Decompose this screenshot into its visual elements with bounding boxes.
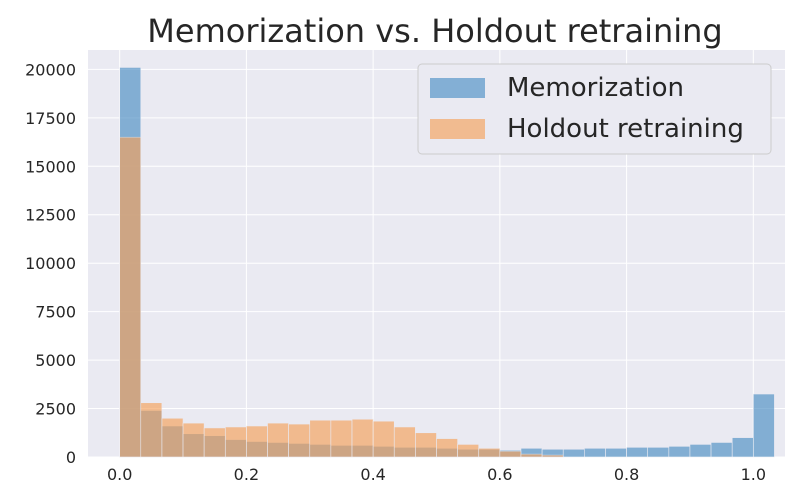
x-tick-label: 1.0 [741,465,766,484]
x-tick-label: 0.4 [360,465,385,484]
y-tick-label: 15000 [25,157,76,176]
legend-swatch-holdout-retraining [430,119,485,139]
holdout-retraining-bar [351,418,374,458]
memorization-bar [689,444,712,458]
memorization-bar [710,442,733,458]
holdout-retraining-bar [436,438,458,458]
y-tick-label: 17500 [25,109,76,128]
holdout-retraining-bar [393,426,416,458]
holdout-retraining-bar [520,453,543,458]
holdout-retraining-bar [330,419,353,458]
holdout-retraining-bar [499,450,522,458]
y-tick-label: 20000 [25,60,76,79]
memorization-bar [647,447,670,458]
holdout-retraining-bar [119,136,142,458]
x-tick-label: 0.2 [234,465,259,484]
holdout-retraining-bar [267,422,289,458]
holdout-retraining-bars [119,136,564,458]
legend-box [417,63,772,155]
legend: Memorization Holdout retraining [417,63,772,155]
memorization-bar [562,448,585,458]
y-tick-label: 0 [66,448,76,467]
legend-label-holdout-retraining: Holdout retraining [507,114,744,144]
holdout-retraining-bar [309,419,332,458]
holdout-retraining-bar [541,454,564,458]
holdout-retraining-bar [415,432,437,458]
x-tick-label: 0.6 [487,465,512,484]
holdout-retraining-bar [457,444,480,458]
holdout-retraining-bar [478,447,501,458]
memorization-bar [668,446,691,458]
x-tick-label: 0.8 [614,465,639,484]
memorization-bar [584,447,606,458]
legend-swatch-memorization [430,78,485,98]
y-tick-label: 12500 [25,206,76,225]
holdout-retraining-bar [288,423,311,458]
memorization-bar [626,447,648,458]
holdout-retraining-bar [372,420,395,458]
x-axis-ticks: 0.0 0.2 0.4 0.6 0.8 1.0 [107,465,766,484]
holdout-retraining-bar [182,422,205,458]
chart-title: Memorization vs. Holdout retraining [147,12,722,50]
memorization-bar [605,447,627,458]
y-tick-label: 2500 [35,400,76,419]
holdout-retraining-bar [140,402,163,458]
holdout-retraining-bar [203,427,226,458]
memorization-bar [731,437,754,458]
legend-label-memorization: Memorization [507,73,684,103]
holdout-retraining-bar [246,425,268,458]
x-tick-label: 0.0 [107,465,132,484]
holdout-retraining-bar [161,417,184,458]
y-tick-label: 10000 [25,254,76,273]
memorization-bar [753,393,775,458]
y-axis-ticks: 0 2500 5000 7500 10000 12500 15000 17500 20000 [25,60,76,467]
holdout-retraining-bar [225,426,247,458]
y-tick-label: 5000 [35,351,76,370]
y-tick-label: 7500 [35,303,76,322]
